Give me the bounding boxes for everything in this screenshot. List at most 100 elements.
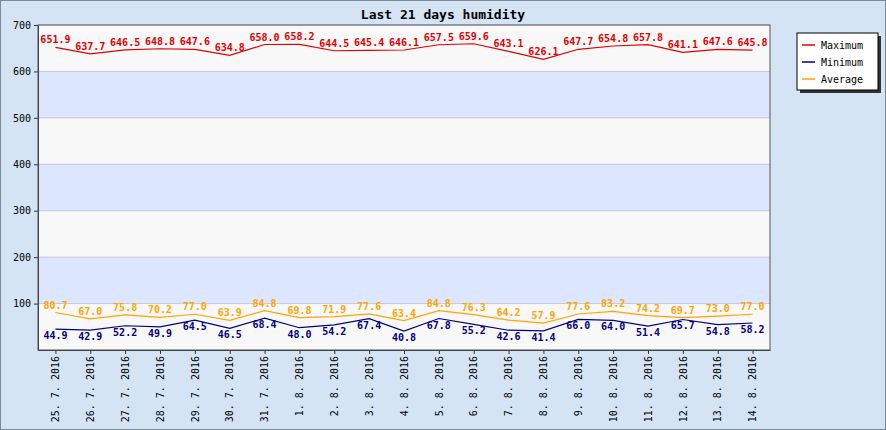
x-tick-label: 5. 8. 2016 (434, 356, 445, 416)
data-label: 67.0 (78, 306, 102, 317)
grid-line (38, 71, 770, 72)
data-label: 75.8 (113, 302, 137, 313)
data-label: 63.9 (218, 307, 242, 318)
y-tick: 200 (13, 252, 38, 263)
data-labels: 651.9637.7646.5648.8647.6634.8658.0658.2… (40, 31, 767, 343)
data-label: 76.3 (462, 302, 486, 313)
data-label: 40.8 (392, 332, 416, 343)
data-label: 44.9 (43, 330, 67, 341)
x-tick-label: 13. 8. 2016 (712, 356, 723, 422)
data-label: 646.5 (110, 37, 140, 48)
x-tick-mark (265, 350, 266, 354)
x-tick-label: 4. 8. 2016 (399, 356, 410, 416)
grid-line (38, 164, 770, 165)
y-tick-mark (34, 25, 38, 26)
legend-swatch (802, 44, 815, 46)
y-tick-label: 200 (13, 252, 31, 263)
x-tick: 12. 8. 2016 (678, 350, 689, 422)
grid-line (38, 210, 770, 211)
legend-label: Maximum (821, 40, 863, 51)
data-label: 646.1 (389, 37, 419, 48)
y-tick-mark (34, 211, 38, 212)
y-tick-label: 400 (13, 159, 31, 170)
data-label: 637.7 (75, 41, 105, 52)
data-label: 658.2 (284, 31, 314, 42)
data-label: 70.2 (148, 304, 172, 315)
x-tick: 8. 8. 2016 (538, 350, 549, 416)
x-tick-label: 29. 7. 2016 (190, 356, 201, 422)
x-tick-label: 28. 7. 2016 (155, 356, 166, 422)
data-label: 74.2 (636, 303, 660, 314)
x-tick-label: 7. 8. 2016 (503, 356, 514, 416)
grid-band (38, 257, 770, 303)
data-label: 657.8 (633, 32, 663, 43)
data-label: 73.0 (706, 303, 730, 314)
x-tick: 1. 8. 2016 (294, 350, 305, 416)
data-label: 659.6 (459, 31, 489, 42)
data-label: 84.8 (427, 298, 451, 309)
x-tick-mark (160, 350, 161, 354)
x-tick: 25. 7. 2016 (50, 350, 61, 422)
y-tick: 300 (13, 205, 38, 216)
data-label: 65.7 (671, 320, 695, 331)
x-tick: 9. 8. 2016 (573, 350, 584, 416)
y-tick-mark (34, 304, 38, 305)
data-label: 55.2 (462, 325, 486, 336)
y-tick-mark (34, 118, 38, 119)
x-tick-label: 1. 8. 2016 (294, 356, 305, 416)
y-tick: 700 (13, 20, 38, 31)
x-tick: 27. 7. 2016 (120, 350, 131, 422)
data-label: 626.1 (528, 46, 558, 57)
x-tick-label: 25. 7. 2016 (50, 356, 61, 422)
x-tick: 2. 8. 2016 (329, 350, 340, 416)
x-tick-label: 3. 8. 2016 (364, 356, 375, 416)
x-tick-mark (90, 350, 91, 354)
x-tick-label: 10. 8. 2016 (608, 356, 619, 422)
x-tick: 7. 8. 2016 (503, 350, 514, 416)
data-label: 66.0 (566, 320, 590, 331)
data-label: 654.8 (598, 33, 628, 44)
data-label: 658.0 (250, 32, 280, 43)
x-tick: 5. 8. 2016 (434, 350, 445, 416)
x-tick: 30. 7. 2016 (224, 350, 235, 422)
x-tick-mark (230, 350, 231, 354)
y-tick-mark (34, 164, 38, 165)
x-tick: 31. 7. 2016 (259, 350, 270, 422)
legend-label: Average (821, 74, 863, 85)
data-label: 46.5 (218, 329, 242, 340)
legend-label: Minimum (821, 57, 863, 68)
x-tick-label: 30. 7. 2016 (224, 356, 235, 422)
x-tick-label: 6. 8. 2016 (468, 356, 479, 416)
grid-bands (38, 71, 770, 303)
data-label: 49.9 (148, 328, 172, 339)
data-label: 71.9 (322, 304, 346, 315)
data-label: 651.9 (40, 34, 70, 45)
data-label: 67.8 (427, 320, 451, 331)
data-label: 41.4 (531, 332, 555, 343)
data-label: 641.1 (668, 39, 698, 50)
data-label: 68.4 (253, 319, 277, 330)
y-tick: 400 (13, 159, 38, 170)
x-tick: 11. 8. 2016 (643, 350, 654, 422)
x-tick-mark (474, 350, 475, 354)
data-label: 647.6 (180, 36, 210, 47)
x-axis: 25. 7. 2016 26. 7. 2016 27. 7. 2016 28. 7. … (39, 350, 771, 422)
x-tick-mark (334, 350, 335, 354)
series-lines (55, 44, 752, 331)
x-tick-mark (543, 350, 544, 354)
data-label: 77.6 (566, 301, 590, 312)
y-tick-label: 300 (13, 205, 31, 216)
data-label: 645.8 (738, 37, 768, 48)
data-label: 69.8 (287, 305, 311, 316)
x-tick-label: 12. 8. 2016 (678, 356, 689, 422)
x-tick-label: 26. 7. 2016 (85, 356, 96, 422)
y-tick: 100 (13, 298, 38, 309)
x-tick-label: 8. 8. 2016 (538, 356, 549, 416)
x-tick: 13. 8. 2016 (712, 350, 723, 422)
x-tick-mark (55, 350, 56, 354)
x-tick-mark (753, 350, 754, 354)
data-label: 83.2 (601, 298, 625, 309)
y-tick-mark (34, 257, 38, 258)
background (1, 1, 886, 430)
y-tick-mark (34, 71, 38, 72)
